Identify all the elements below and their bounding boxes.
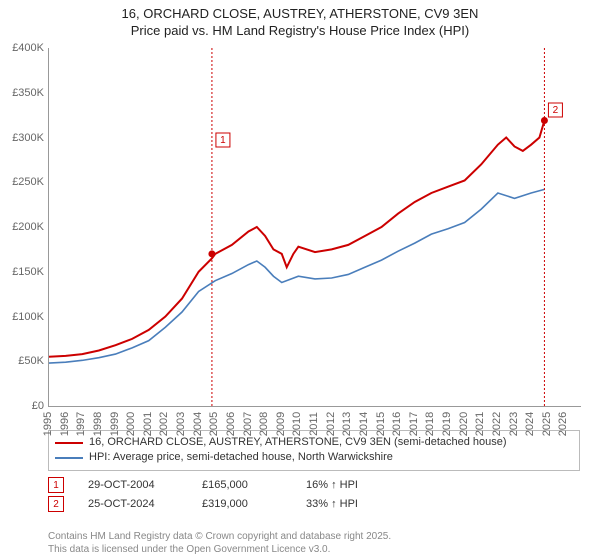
x-tick-label: 2023	[508, 412, 520, 436]
chart-title: 16, ORCHARD CLOSE, AUSTREY, ATHERSTONE, …	[0, 0, 600, 40]
x-tick-label: 1996	[59, 412, 71, 436]
transaction-price: £319,000	[202, 495, 282, 514]
transaction-delta: 16% ↑ HPI	[306, 476, 358, 495]
x-tick-label: 2015	[375, 412, 387, 436]
y-tick-label: £400K	[0, 42, 48, 54]
legend-label-2: HPI: Average price, semi-detached house,…	[89, 450, 393, 465]
y-tick-label: £250K	[0, 176, 48, 188]
transaction-date: 29-OCT-2004	[88, 476, 178, 495]
footnote-line-1: Contains HM Land Registry data © Crown c…	[48, 531, 391, 542]
x-tick-label: 2003	[175, 412, 187, 436]
x-tick-label: 2019	[441, 412, 453, 436]
chart-container: 16, ORCHARD CLOSE, AUSTREY, ATHERSTONE, …	[0, 0, 600, 560]
legend-swatch-2	[55, 457, 83, 459]
transactions: 1 29-OCT-2004 £165,000 16% ↑ HPI 2 25-OC…	[48, 476, 580, 513]
x-tick-label: 2021	[474, 412, 486, 436]
x-tick-label: 2011	[308, 412, 320, 436]
title-line-1: 16, ORCHARD CLOSE, AUSTREY, ATHERSTONE, …	[122, 6, 479, 21]
legend-row: 16, ORCHARD CLOSE, AUSTREY, ATHERSTONE, …	[55, 435, 573, 450]
y-tick-label: £200K	[0, 221, 48, 233]
legend-swatch-1	[55, 442, 83, 444]
x-tick-label: 2014	[358, 412, 370, 436]
transaction-date: 25-OCT-2024	[88, 495, 178, 514]
transaction-row: 1 29-OCT-2004 £165,000 16% ↑ HPI	[48, 476, 580, 495]
x-tick-label: 2026	[557, 412, 569, 436]
x-tick-label: 2002	[158, 412, 170, 436]
transaction-delta: 33% ↑ HPI	[306, 495, 358, 514]
y-tick-label: £350K	[0, 87, 48, 99]
x-tick-label: 2007	[242, 412, 254, 436]
x-tick-label: 2009	[275, 412, 287, 436]
x-tick-label: 1995	[42, 412, 54, 436]
marker-badge-1: 1	[48, 477, 64, 493]
y-tick-label: £50K	[0, 355, 48, 367]
legend-row: HPI: Average price, semi-detached house,…	[55, 450, 573, 465]
x-tick-label: 2025	[541, 412, 553, 436]
plot-area: 12	[48, 48, 581, 407]
x-tick-label: 2006	[225, 412, 237, 436]
x-tick-label: 1997	[75, 412, 87, 436]
title-line-2: Price paid vs. HM Land Registry's House …	[131, 23, 469, 38]
x-tick-label: 2001	[142, 412, 154, 436]
x-tick-label: 2018	[424, 412, 436, 436]
transaction-price: £165,000	[202, 476, 282, 495]
x-tick-label: 2017	[408, 412, 420, 436]
x-tick-label: 2024	[524, 412, 536, 436]
y-tick-label: £0	[0, 400, 48, 412]
series-price-paid	[49, 120, 544, 356]
chart-svg: 12	[49, 48, 581, 406]
transaction-row: 2 25-OCT-2024 £319,000 33% ↑ HPI	[48, 495, 580, 514]
x-tick-label: 2008	[258, 412, 270, 436]
marker-dot-2	[541, 117, 548, 124]
x-tick-label: 2012	[325, 412, 337, 436]
series-hpi	[49, 189, 544, 363]
marker-dot-1	[208, 250, 215, 257]
x-tick-label: 2010	[291, 412, 303, 436]
x-tick-label: 1998	[92, 412, 104, 436]
y-tick-label: £100K	[0, 311, 48, 323]
y-tick-label: £150K	[0, 266, 48, 278]
legend-label-1: 16, ORCHARD CLOSE, AUSTREY, ATHERSTONE, …	[89, 435, 507, 450]
x-tick-label: 2022	[491, 412, 503, 436]
x-tick-label: 2000	[125, 412, 137, 436]
footnote: Contains HM Land Registry data © Crown c…	[48, 531, 391, 556]
x-tick-label: 2005	[208, 412, 220, 436]
x-tick-label: 1999	[109, 412, 121, 436]
x-tick-label: 2004	[192, 412, 204, 436]
x-tick-label: 2013	[341, 412, 353, 436]
marker-num-2: 2	[553, 105, 559, 116]
x-tick-label: 2016	[391, 412, 403, 436]
marker-badge-2: 2	[48, 496, 64, 512]
y-tick-label: £300K	[0, 132, 48, 144]
marker-num-1: 1	[220, 135, 226, 146]
x-tick-label: 2020	[458, 412, 470, 436]
footnote-line-2: This data is licensed under the Open Gov…	[48, 544, 330, 555]
